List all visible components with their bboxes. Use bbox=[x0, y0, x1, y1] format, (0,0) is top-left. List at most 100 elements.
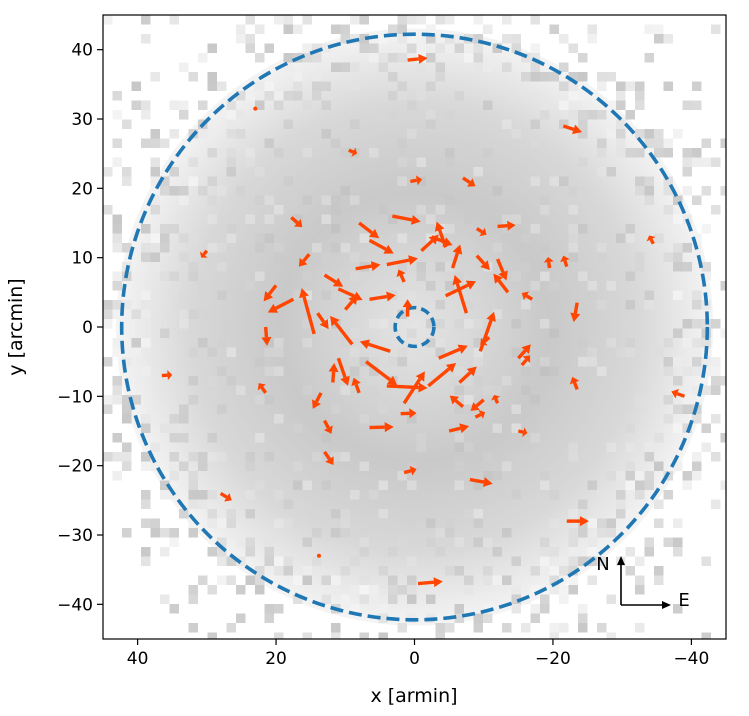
density-pixel bbox=[635, 490, 645, 500]
aperture-circles bbox=[119, 32, 710, 622]
density-pixel bbox=[312, 556, 322, 566]
density-pixel bbox=[673, 461, 683, 471]
density-pixel bbox=[122, 404, 132, 414]
density-pixel bbox=[587, 547, 597, 557]
density-pixel bbox=[283, 24, 293, 34]
density-pixel bbox=[682, 157, 692, 167]
density-pixel bbox=[597, 490, 607, 500]
velocity-vector bbox=[323, 273, 344, 287]
density-pixel bbox=[293, 575, 303, 585]
vector-head bbox=[646, 235, 656, 242]
density-pixel bbox=[378, 604, 388, 614]
density-pixel bbox=[568, 509, 578, 519]
density-pixel bbox=[578, 186, 588, 196]
density-pixel bbox=[540, 566, 550, 576]
vector-shaft bbox=[517, 349, 527, 360]
density-pixel bbox=[625, 442, 635, 452]
density-pixel bbox=[644, 195, 654, 205]
density-pixel bbox=[692, 357, 702, 367]
density-pixel bbox=[644, 547, 654, 557]
vector-shaft bbox=[392, 214, 413, 222]
density-map bbox=[103, 15, 726, 639]
density-pixel bbox=[521, 623, 531, 633]
velocity-vector bbox=[570, 302, 581, 323]
density-pixel bbox=[616, 81, 626, 91]
vector-head bbox=[466, 366, 477, 377]
density-pixel bbox=[169, 471, 179, 481]
density-pixel bbox=[274, 414, 284, 424]
density-pixel bbox=[701, 366, 711, 376]
density-pixel bbox=[435, 43, 445, 53]
density-pixel bbox=[302, 271, 312, 281]
vector-head bbox=[319, 319, 329, 330]
density-pixel bbox=[255, 81, 265, 91]
density-pixel bbox=[169, 15, 179, 25]
density-pixel bbox=[530, 53, 540, 63]
vector-head bbox=[570, 312, 581, 323]
velocity-vector bbox=[348, 147, 358, 157]
density-pixel bbox=[426, 537, 436, 547]
density-pixel bbox=[625, 509, 635, 519]
density-pixel bbox=[682, 262, 692, 272]
density-pixel bbox=[150, 442, 160, 452]
velocity-vector bbox=[312, 392, 323, 409]
vector-head bbox=[498, 270, 508, 281]
density-pixel bbox=[188, 176, 198, 186]
density-pixel bbox=[530, 224, 540, 234]
vector-dot bbox=[316, 553, 321, 558]
density-pixel bbox=[141, 110, 151, 120]
density-pixel bbox=[207, 433, 217, 443]
density-pixel bbox=[435, 72, 445, 82]
density-pixel bbox=[625, 148, 635, 158]
density-pixel bbox=[635, 623, 645, 633]
density-pixel bbox=[407, 461, 417, 471]
density-pixel bbox=[549, 72, 559, 82]
density-pixel bbox=[521, 385, 531, 395]
density-pixel bbox=[188, 72, 198, 82]
velocity-vector bbox=[562, 124, 583, 135]
density-pixel bbox=[112, 233, 122, 243]
velocity-vectors bbox=[161, 53, 686, 588]
density-pixel bbox=[160, 490, 170, 500]
density-pixel bbox=[540, 205, 550, 215]
density-pixel bbox=[549, 585, 559, 595]
velocity-vector bbox=[369, 291, 396, 302]
density-pixel bbox=[283, 566, 293, 576]
density-pixel bbox=[682, 167, 692, 177]
density-pixel bbox=[568, 91, 578, 101]
density-pixel bbox=[236, 537, 246, 547]
density-pixel bbox=[426, 338, 436, 348]
vector-head bbox=[467, 178, 476, 187]
density-pixel bbox=[255, 575, 265, 585]
density-pixel bbox=[340, 509, 350, 519]
vector-shaft bbox=[478, 319, 493, 352]
velocity-vector bbox=[358, 221, 380, 239]
density-pixel bbox=[540, 547, 550, 557]
density-pixel bbox=[625, 233, 635, 243]
density-pixel bbox=[255, 585, 265, 595]
vector-head bbox=[569, 376, 580, 385]
density-pixel bbox=[169, 528, 179, 538]
density-pixel bbox=[188, 376, 198, 386]
density-pixel bbox=[150, 518, 160, 528]
density-pixel bbox=[198, 490, 208, 500]
density-pixel bbox=[616, 509, 626, 519]
density-pixel bbox=[568, 575, 578, 585]
density-pixel bbox=[245, 509, 255, 519]
density-pixel bbox=[530, 138, 540, 148]
density-pixel bbox=[359, 528, 369, 538]
density-pixel bbox=[150, 72, 160, 82]
density-pixel bbox=[217, 556, 227, 566]
density-pixel bbox=[549, 176, 559, 186]
density-pixel bbox=[160, 471, 170, 481]
density-pixel bbox=[416, 43, 426, 53]
density-pixel bbox=[644, 24, 654, 34]
density-pixel bbox=[312, 452, 322, 462]
density-pixel bbox=[331, 138, 341, 148]
density-pixel bbox=[169, 129, 179, 139]
y-tick-label: 20 bbox=[71, 179, 93, 199]
density-pixel bbox=[103, 309, 113, 319]
density-pixel bbox=[454, 271, 464, 281]
density-pixel bbox=[473, 518, 483, 528]
density-pixel bbox=[483, 452, 493, 462]
